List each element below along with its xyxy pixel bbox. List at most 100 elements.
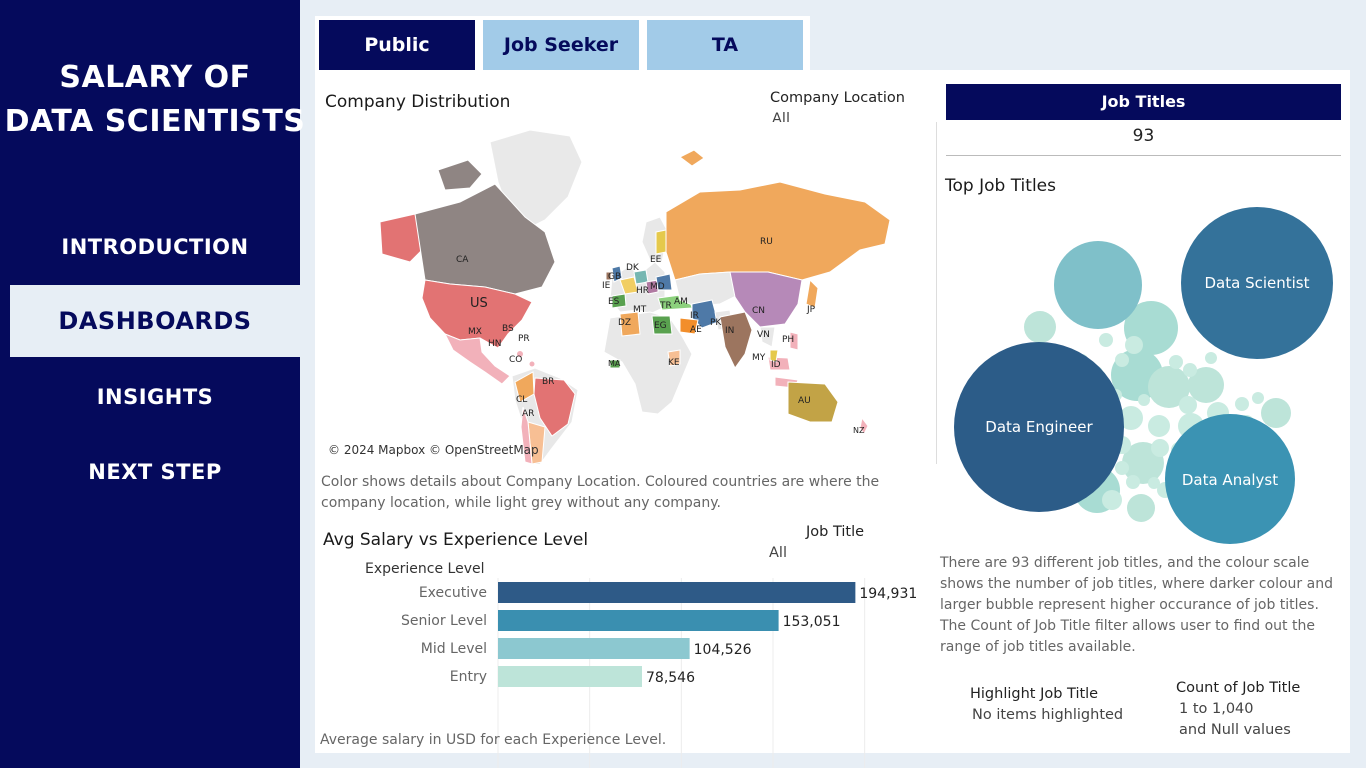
count-of-job-title-range[interactable]: 1 to 1,040 [1179, 701, 1254, 717]
app-title: SALARY OF DATA SCIENTISTS [0, 56, 310, 144]
label-md: MD [650, 282, 665, 292]
label-pk: PK [710, 318, 722, 328]
bubble-small[interactable] [1115, 461, 1129, 475]
bubble-chart-title: Top Job Titles [945, 176, 1056, 196]
bubble-label-data-scientist: Data Scientist [1205, 274, 1310, 292]
label-ae: AE [690, 325, 702, 335]
category-label: Senior Level [401, 613, 487, 629]
label-pr: PR [518, 334, 530, 344]
highlight-job-title-value[interactable]: No items highlighted [972, 707, 1124, 723]
label-mt: MT [633, 305, 647, 315]
bubble-data-scientist[interactable] [1181, 207, 1333, 359]
top-job-titles-bubble-chart[interactable]: Data Scientist Data Engineer Data Analys… [946, 200, 1346, 550]
label-br: BR [542, 377, 554, 387]
tab-public[interactable]: Public [319, 20, 475, 70]
bubble-small[interactable] [1205, 352, 1217, 364]
bubble-small[interactable] [1099, 333, 1113, 347]
bubble-small[interactable] [1115, 353, 1129, 367]
label-ie: IE [602, 281, 611, 291]
job-title-filter-value[interactable]: All [769, 545, 787, 561]
label-vn: VN [757, 330, 770, 340]
bubble-small[interactable] [1126, 475, 1140, 489]
job-title-filter-label: Job Title [806, 524, 865, 540]
bubble-small[interactable] [1261, 398, 1291, 428]
bubble-small[interactable] [1125, 336, 1143, 354]
bar[interactable] [498, 638, 690, 659]
label-us: US [470, 296, 488, 311]
label-cn: CN [752, 306, 765, 316]
bar[interactable] [498, 582, 856, 603]
bubble-small[interactable] [1183, 363, 1197, 377]
label-nz: NZ [853, 426, 865, 435]
label-hn: HN [488, 339, 502, 349]
job-titles-kpi-header: Job Titles [946, 84, 1341, 120]
bubble-small[interactable] [1169, 355, 1183, 369]
bubble-small[interactable] [1252, 392, 1264, 404]
app-title-line1: SALARY OF [59, 60, 251, 95]
dashboard-panel: Company Distribution Company Location Al… [315, 70, 1350, 768]
bar-chart-title: Avg Salary vs Experience Level [323, 530, 589, 550]
bar-value-label: 194,931 [859, 586, 917, 602]
label-my: MY [752, 353, 766, 363]
label-eg: EG [654, 321, 667, 331]
bubble-small[interactable] [1148, 366, 1190, 408]
bubble-small[interactable] [1148, 477, 1160, 489]
bubble-data-engineer[interactable] [954, 342, 1124, 512]
label-cl: CL [516, 395, 527, 405]
label-hr: HR [636, 286, 649, 296]
label-dz: DZ [618, 318, 631, 328]
bubble-small[interactable] [1188, 367, 1224, 403]
label-co: CO [509, 355, 522, 365]
bubble-small[interactable] [1127, 494, 1155, 522]
bubble-small[interactable] [1102, 490, 1122, 510]
bar[interactable] [498, 610, 779, 631]
label-mx: MX [468, 327, 482, 337]
label-ru: RU [760, 237, 773, 247]
category-label: Mid Level [421, 641, 487, 657]
bubble-small[interactable] [1235, 397, 1249, 411]
label-ar: AR [522, 409, 534, 419]
section-divider [936, 122, 937, 464]
tab-ta[interactable]: TA [647, 20, 803, 70]
nav-dashboards[interactable]: DASHBOARDS [10, 285, 300, 357]
count-of-job-title-null[interactable]: and Null values [1179, 722, 1291, 738]
job-titles-kpi-value: 93 [1132, 126, 1155, 146]
bubble-medium[interactable] [1054, 241, 1142, 329]
bar[interactable] [498, 666, 643, 687]
count-of-job-title-label: Count of Job Title [1176, 680, 1301, 696]
company-location-filter-label: Company Location [770, 90, 905, 106]
bubble-data-analyst[interactable] [1165, 414, 1295, 544]
label-am: AM [674, 297, 688, 307]
bubble-small[interactable] [1179, 396, 1197, 414]
bar-value-label: 153,051 [783, 614, 841, 630]
label-jp: JP [806, 305, 816, 315]
label-ir: IR [690, 311, 699, 321]
bubble-small[interactable] [1024, 311, 1056, 343]
bubble-small[interactable] [1119, 406, 1143, 430]
nav-introduction[interactable]: INTRODUCTION [61, 235, 249, 259]
label-ca: CA [456, 255, 469, 265]
bar-value-label: 78,546 [646, 670, 695, 686]
bar-value-label: 104,526 [694, 642, 752, 658]
bubble-small[interactable] [1148, 415, 1170, 437]
avg-salary-bar-chart[interactable]: Executive 194,931 Senior Level 153,051 Mid L… [320, 558, 940, 768]
category-label: Entry [450, 669, 487, 685]
label-id: ID [771, 360, 781, 370]
tab-job-seeker[interactable]: Job Seeker [483, 20, 639, 70]
bubble-small[interactable] [1151, 439, 1169, 457]
map-credit[interactable]: © 2024 Mapbox © OpenStreetMap [328, 443, 539, 457]
label-es: ES [608, 297, 620, 307]
y-axis-label: Experience Level [365, 561, 484, 577]
nav-next-step[interactable]: NEXT STEP [88, 460, 222, 484]
app-title-line2: DATA SCIENTISTS [4, 104, 306, 139]
label-gb: GB [608, 272, 621, 282]
kpi-underline [946, 155, 1341, 156]
bubble-label-data-engineer: Data Engineer [985, 418, 1093, 436]
world-map[interactable]: CA US MX BS PR HN CO BR CL AR GB DK EE R… [320, 122, 932, 464]
label-bs: BS [502, 324, 514, 334]
bubble-label-data-analyst: Data Analyst [1182, 471, 1278, 489]
sidebar: SALARY OF DATA SCIENTISTS INTRODUCTION D… [0, 0, 305, 768]
bubble-small[interactable] [1138, 394, 1150, 406]
label-au: AU [798, 396, 811, 406]
nav-insights[interactable]: INSIGHTS [96, 385, 214, 409]
